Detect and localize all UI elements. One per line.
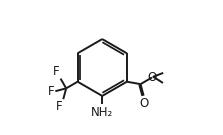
Text: F: F xyxy=(56,100,63,113)
Text: F: F xyxy=(48,85,55,98)
Text: F: F xyxy=(53,65,60,78)
Text: O: O xyxy=(139,97,148,110)
Text: O: O xyxy=(147,71,157,84)
Text: NH₂: NH₂ xyxy=(91,106,113,119)
